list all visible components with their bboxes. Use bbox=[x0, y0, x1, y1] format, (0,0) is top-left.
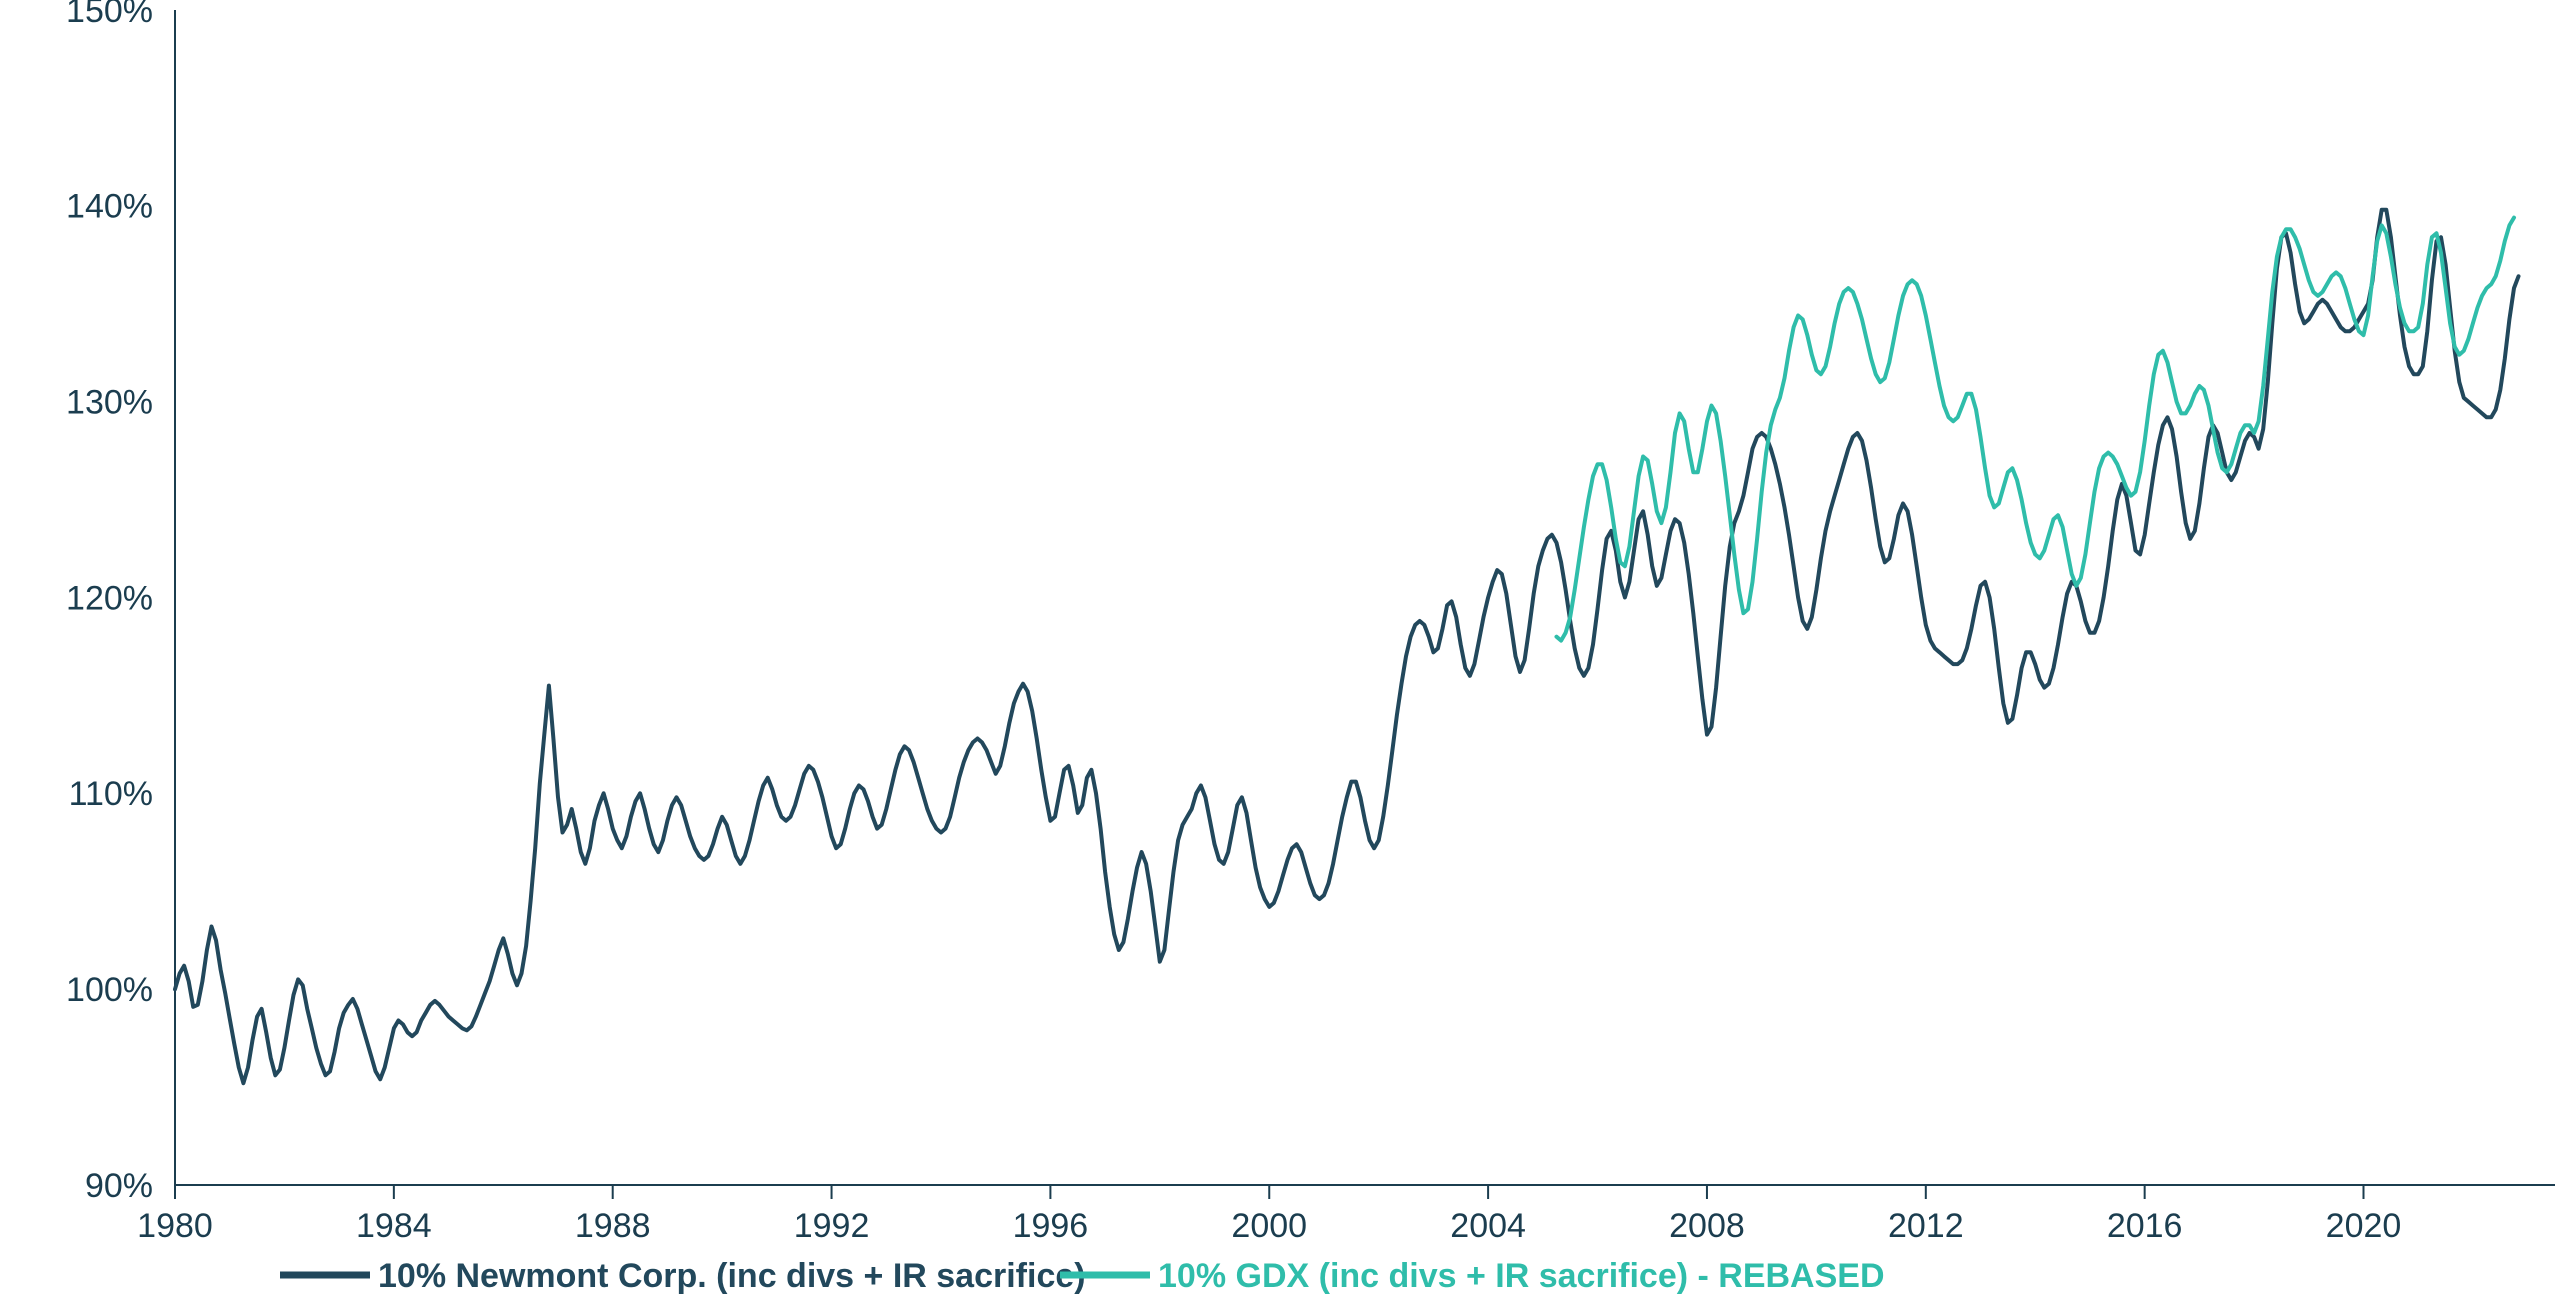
x-tick-label: 2008 bbox=[1669, 1207, 1745, 1245]
x-tick-label: 2016 bbox=[2107, 1207, 2183, 1245]
x-tick-label: 1980 bbox=[137, 1207, 213, 1245]
series-gdx bbox=[1557, 218, 2515, 641]
legend-label-newmont: 10% Newmont Corp. (inc divs + IR sacrifi… bbox=[378, 1257, 1086, 1295]
x-tick-label: 2012 bbox=[1888, 1207, 1964, 1245]
x-tick-label: 1984 bbox=[356, 1207, 432, 1245]
x-tick-label: 1988 bbox=[575, 1207, 651, 1245]
y-tick-label: 100% bbox=[66, 971, 153, 1009]
x-tick-label: 2004 bbox=[1450, 1207, 1526, 1245]
x-tick-label: 1996 bbox=[1013, 1207, 1089, 1245]
series-newmont bbox=[175, 210, 2519, 1083]
line-chart: 90% 100% 110% 120% 130% 140% 150% 1980 1984 1988 1… bbox=[0, 0, 2571, 1310]
y-tick-label: 140% bbox=[66, 188, 153, 226]
y-tick-label: 150% bbox=[66, 0, 153, 30]
y-tick-label: 110% bbox=[69, 775, 153, 813]
y-tick-label: 120% bbox=[66, 579, 153, 617]
y-tick-label: 130% bbox=[66, 384, 153, 422]
chart-canvas: 90% 100% 110% 120% 130% 140% 150% 1980 1984 1988 1… bbox=[0, 0, 2571, 1310]
y-tick-label: 90% bbox=[85, 1167, 153, 1205]
x-tick-label: 2020 bbox=[2326, 1207, 2402, 1245]
x-tick-label: 2000 bbox=[1231, 1207, 1307, 1245]
x-tick-label: 1992 bbox=[794, 1207, 870, 1245]
legend-label-gdx: 10% GDX (inc divs + IR sacrifice) - REBA… bbox=[1158, 1257, 1885, 1295]
